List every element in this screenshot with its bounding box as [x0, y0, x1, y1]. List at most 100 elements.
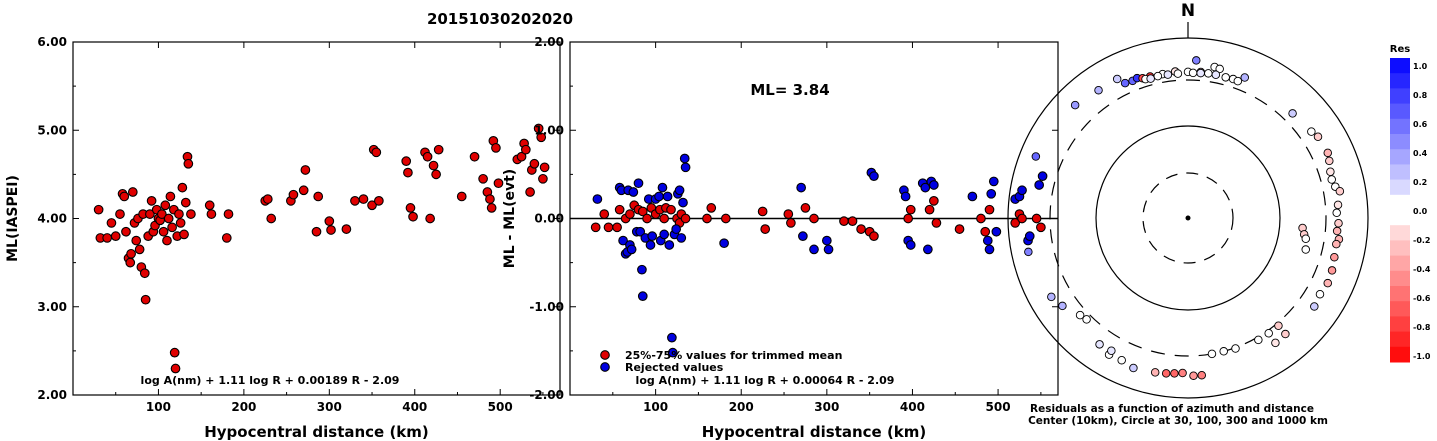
- blue-data-point: [667, 332, 677, 343]
- colorbar-tick-label: -0.8: [1413, 323, 1431, 332]
- data-point: [529, 158, 540, 169]
- blue-data-point: [920, 182, 931, 193]
- red-data-point: [757, 206, 768, 217]
- blue-data-point: [823, 244, 834, 255]
- station-marker: [1215, 64, 1224, 74]
- station-marker: [1112, 74, 1122, 84]
- circle-100km: [1095, 125, 1281, 311]
- red-data-point: [720, 213, 731, 224]
- data-point: [298, 185, 309, 196]
- data-point: [469, 151, 480, 162]
- colorbar-segment: [1390, 240, 1410, 257]
- station-marker: [1150, 368, 1160, 377]
- station-marker: [1082, 315, 1091, 324]
- x-tick-label: 200: [729, 400, 754, 414]
- blue-data-point: [637, 291, 648, 302]
- data-point: [106, 218, 117, 228]
- data-point: [127, 187, 138, 197]
- red-data-point: [839, 216, 849, 226]
- station-marker: [1313, 132, 1323, 142]
- data-point: [157, 209, 167, 219]
- station-marker: [1301, 234, 1311, 244]
- colorbar-tick-label: 1.0: [1413, 62, 1428, 71]
- blue-data-point: [679, 153, 690, 164]
- station-marker: [1327, 266, 1337, 275]
- blue-data-point: [671, 224, 682, 234]
- blue-data-point: [821, 235, 832, 246]
- data-point: [146, 196, 157, 206]
- data-point: [206, 209, 217, 219]
- station-marker: [1189, 371, 1198, 380]
- colorbar-title: Res: [1390, 44, 1410, 55]
- azimuth-panel: N Residuals as a function of azimuth and …: [1007, 1, 1369, 427]
- data-point: [119, 191, 130, 202]
- station-marker: [1332, 208, 1341, 218]
- red-data-point: [856, 224, 866, 234]
- colorbar-segment: [1390, 210, 1410, 226]
- data-point: [170, 363, 181, 374]
- station-marker: [1281, 329, 1290, 339]
- ml-annotation: ML= 3.84: [750, 81, 829, 99]
- data-point: [186, 209, 196, 219]
- data-point: [478, 173, 488, 184]
- x-tick-label: 100: [643, 400, 668, 414]
- north-label: N: [1181, 1, 1195, 21]
- station-marker: [1221, 73, 1230, 82]
- data-point: [163, 213, 174, 224]
- data-point: [311, 226, 322, 237]
- center-dot: [1185, 215, 1191, 221]
- data-point: [300, 165, 311, 175]
- station-marker: [1264, 329, 1273, 338]
- blue-data-point: [991, 226, 1002, 237]
- data-point: [538, 173, 548, 184]
- plot-frame: [72, 41, 561, 396]
- caption-line-1: Residuals as a function of azimuth and d…: [1030, 403, 1314, 415]
- data-point: [428, 160, 439, 171]
- figure-title: 20151030202020: [427, 10, 573, 28]
- data-point: [326, 225, 336, 235]
- blue-data-point: [618, 235, 628, 246]
- y-tick-label: -2.00: [529, 388, 564, 402]
- blue-data-point: [667, 347, 678, 358]
- blue-data-point: [678, 197, 688, 208]
- station-marker: [1301, 245, 1310, 254]
- station-marker: [1326, 167, 1335, 176]
- blue-data-point: [923, 244, 933, 255]
- blue-data-point: [680, 162, 691, 173]
- data-point: [456, 191, 467, 202]
- data-point: [313, 191, 324, 202]
- station-marker: [1233, 76, 1243, 86]
- red-data-point: [603, 222, 614, 233]
- blue-data-point: [637, 264, 647, 275]
- station-marker: [1095, 340, 1104, 349]
- data-point: [491, 143, 501, 153]
- x-axis-label: Hypocentral distance (km): [204, 423, 429, 441]
- data-point: [401, 156, 412, 166]
- blue-data-point: [659, 229, 670, 240]
- station-marker: [1310, 302, 1319, 311]
- colorbar-tick-label: 0.8: [1413, 91, 1428, 100]
- data-point: [422, 151, 433, 162]
- blue-data-point: [635, 226, 646, 237]
- blue-data-point: [809, 244, 819, 255]
- colorbar-tick-label: 0.0: [1413, 207, 1428, 216]
- red-data-point: [984, 204, 995, 215]
- formula-label: log A(nm) + 1.11 log R + 0.00064 R - 2.0…: [636, 374, 895, 387]
- data-point: [93, 204, 104, 215]
- data-point: [158, 226, 169, 237]
- station-marker: [1146, 74, 1155, 83]
- red-data-point: [680, 213, 691, 224]
- red-data-point: [1031, 213, 1042, 224]
- colorbar-segment: [1390, 164, 1410, 181]
- colorbar-segment: [1390, 103, 1410, 120]
- blue-data-point: [664, 240, 675, 250]
- ml-vs-distance-panel: 100 200 300 400 500 2.00 3.00 4.00 5.00 6.00 Hypoc…: [5, 35, 561, 441]
- data-point: [266, 213, 277, 224]
- blue-data-point: [796, 182, 807, 193]
- data-point: [131, 235, 142, 246]
- data-point: [341, 224, 352, 234]
- station-marker: [1196, 68, 1205, 78]
- data-point: [493, 178, 504, 189]
- blue-data-point: [988, 176, 999, 187]
- data-point: [358, 194, 369, 204]
